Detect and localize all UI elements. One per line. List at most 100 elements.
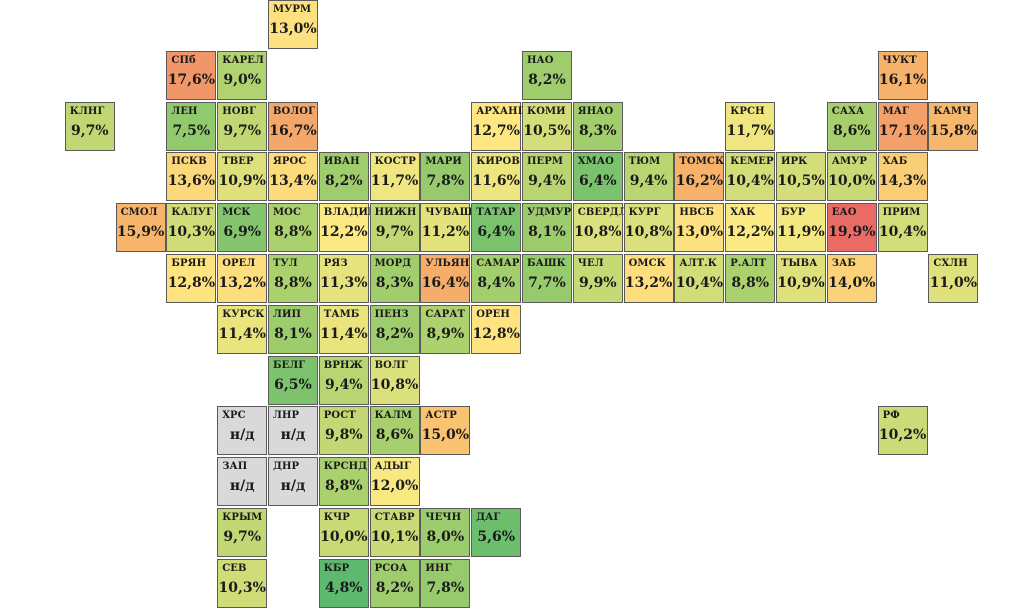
- region-code: НАО: [527, 54, 554, 66]
- region-code: КУРСК: [222, 308, 265, 320]
- region-tile: ТЮМ 9,4%: [623, 152, 674, 202]
- region-value: 14,0%: [828, 275, 876, 291]
- region-code: ОМСК: [628, 258, 666, 269]
- region-tile: ВОЛОГ 16,7%: [268, 101, 318, 151]
- region-value: 13,2%: [218, 275, 266, 291]
- region-value: 13,0%: [675, 224, 724, 241]
- region-tile: КАЛУГ 10,3%: [166, 203, 217, 253]
- region-value: 10,9%: [218, 173, 266, 190]
- region-value: 10,5%: [523, 122, 571, 139]
- region-value: 8,0%: [426, 529, 465, 545]
- region-value: 9,7%: [223, 529, 262, 545]
- region-code: УЛЬЯН: [425, 258, 470, 269]
- region-tile: ПЕРМ 9,4%: [522, 152, 572, 202]
- region-tile: ИРК 10,5%: [776, 152, 826, 202]
- region-code: ДНР: [273, 461, 300, 473]
- region-tile: АСТР 15,0%: [420, 406, 471, 456]
- region-code: ВРНЖ: [323, 359, 363, 371]
- region-tile: СТАВР 10,1%: [369, 508, 420, 557]
- region-tile: КРСНД 8,8%: [318, 457, 369, 507]
- region-value: 5,6%: [477, 529, 516, 545]
- region-tile: САХА 8,6%: [826, 101, 877, 151]
- region-code: ТАМБ: [323, 308, 360, 320]
- region-tile: КЕМЕР 10,4%: [725, 152, 776, 202]
- region-code: МОРД: [374, 258, 412, 269]
- region-tile: ЗАБ 14,0%: [826, 254, 877, 303]
- region-tile: ТАМБ 11,4%: [318, 304, 369, 354]
- region-tile: ЛИП 8,1%: [268, 304, 318, 354]
- region-value: 11,7%: [370, 173, 419, 190]
- region-value: н/д: [229, 427, 255, 444]
- region-code: КАЛУГ: [171, 207, 213, 219]
- region-value: 17,1%: [878, 122, 927, 139]
- region-value: 10,3%: [167, 224, 216, 241]
- region-value: 12,2%: [726, 224, 774, 241]
- region-tile: АЛТ.К 10,4%: [674, 254, 725, 303]
- region-tile: КАРЕЛ 9,0%: [217, 50, 268, 100]
- region-code: КЧР: [323, 512, 350, 523]
- region-tile: КЛНГ 9,7%: [64, 101, 115, 151]
- region-tile: ЗАП н/д: [217, 457, 268, 507]
- region-tile: ПЕНЗ 8,2%: [369, 304, 420, 354]
- region-value: 7,5%: [172, 122, 211, 139]
- region-value: 10,8%: [624, 224, 673, 241]
- region-value: 11,6%: [472, 173, 520, 190]
- region-value: 13,2%: [624, 275, 673, 291]
- region-code: ВОЛОГ: [273, 105, 316, 117]
- region-code: ВОЛГ: [374, 359, 408, 371]
- region-value: 8,3%: [375, 275, 414, 291]
- region-code: ЛИП: [273, 308, 302, 320]
- region-tile: МОС 8,8%: [268, 203, 318, 253]
- region-value: 8,8%: [324, 478, 363, 495]
- region-code: ЗАБ: [831, 258, 856, 269]
- region-code: ПРИМ: [882, 207, 921, 219]
- region-code: СМОЛ: [120, 207, 158, 219]
- region-tile: СПб 17,6%: [166, 50, 217, 100]
- region-code: ЯНАО: [577, 105, 614, 117]
- region-code: ЧУКТ: [882, 54, 917, 66]
- region-tile: СХЛН 11,0%: [928, 254, 979, 303]
- region-tile: ОРЕЛ 13,2%: [217, 254, 268, 303]
- region-tile: ХРС н/д: [217, 406, 268, 456]
- region-tile: БАШК 7,7%: [522, 254, 572, 303]
- region-value: 8,6%: [832, 122, 871, 139]
- region-code: ЧЕЛ: [577, 258, 604, 269]
- region-value: 10,0%: [320, 529, 368, 545]
- region-code: СХЛН: [933, 258, 968, 269]
- region-value: 6,4%: [477, 224, 516, 241]
- region-tile: АДЫГ 12,0%: [369, 457, 420, 507]
- region-value: 7,8%: [426, 173, 465, 190]
- region-tile: ДНР н/д: [268, 457, 318, 507]
- region-value: 17,6%: [167, 71, 216, 88]
- region-value: 10,1%: [370, 529, 419, 545]
- region-code: ИНГ: [425, 562, 452, 574]
- region-value: 10,4%: [878, 224, 927, 241]
- region-value: 11,4%: [320, 325, 368, 342]
- region-tile: АМУР 10,0%: [826, 152, 877, 202]
- region-tile: ДАГ 5,6%: [471, 508, 522, 557]
- region-tile: ЯРОС 13,4%: [268, 152, 318, 202]
- region-value: 7,8%: [426, 579, 465, 596]
- region-value: 8,8%: [731, 275, 770, 291]
- region-code: БАШК: [527, 258, 566, 269]
- region-tile: ЧЕЧН 8,0%: [420, 508, 471, 557]
- region-value: 12,2%: [320, 224, 368, 241]
- region-tile: КАЛМ 8,6%: [369, 406, 420, 456]
- region-tile: КОМИ 10,5%: [522, 101, 572, 151]
- region-code: ТОМСК: [679, 156, 725, 168]
- region-tile: ТЫВА 10,9%: [776, 254, 826, 303]
- region-tile: ОРЕН 12,8%: [471, 304, 522, 354]
- region-value: 12,8%: [472, 325, 520, 342]
- region-value: 15,0%: [421, 427, 470, 444]
- region-code: ЕАО: [831, 207, 857, 219]
- region-code: КАЛМ: [374, 410, 413, 422]
- region-value: 9,7%: [70, 122, 109, 139]
- region-value: 16,1%: [878, 71, 927, 88]
- region-code: ЛЕН: [171, 105, 198, 117]
- region-value: 8,1%: [274, 325, 312, 342]
- region-tile: ЧУКТ 16,1%: [877, 50, 928, 100]
- region-tile: МУРМ 13,0%: [268, 0, 318, 49]
- region-value: 8,4%: [477, 275, 516, 291]
- region-code: КОСТР: [374, 156, 416, 168]
- region-code: ИВАН: [323, 156, 360, 168]
